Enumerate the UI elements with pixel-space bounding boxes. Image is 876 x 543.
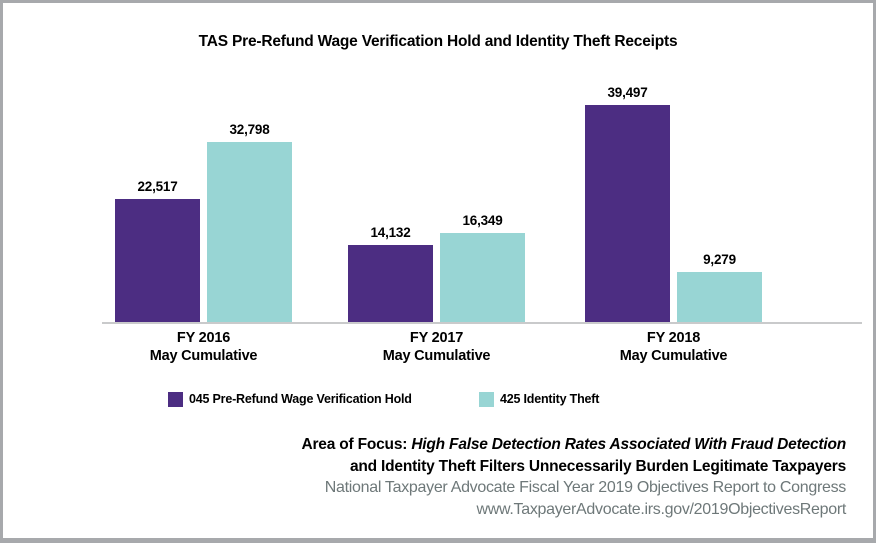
x-tick-year: FY 2018: [646, 330, 701, 346]
legend-item-identity-theft: 425 Identity Theft: [479, 391, 599, 407]
bar-value-label: 32,798: [229, 122, 270, 137]
x-tick-fy2016: FY 2016 May Cumulative: [124, 330, 284, 365]
bar-value-label: 22,517: [137, 179, 178, 194]
bar-value-label: 14,132: [370, 225, 411, 240]
legend-swatch-teal: [479, 391, 494, 407]
x-tick-sublabel: May Cumulative: [149, 347, 258, 364]
bar-identity-theft-fy2016: [207, 142, 292, 323]
chart-title: TAS Pre-Refund Wage Verification Hold an…: [198, 33, 678, 50]
source-report-line: National Taxpayer Advocate Fiscal Year 2…: [324, 479, 847, 496]
x-tick-sublabel: May Cumulative: [382, 347, 491, 364]
legend-swatch-purple: [168, 391, 183, 407]
x-tick-year: FY 2016: [176, 330, 231, 346]
bar-value-label: 16,349: [462, 213, 503, 228]
bar-value-label: 9,279: [703, 252, 736, 267]
x-tick-fy2018: FY 2018 May Cumulative: [594, 330, 754, 365]
x-axis-line: [102, 322, 862, 324]
legend-item-wage-hold: 045 Pre-Refund Wage Verification Hold: [168, 391, 412, 407]
source-url-line: www.TaxpayerAdvocate.irs.gov/2019Objecti…: [476, 501, 847, 518]
bar-identity-theft-fy2018: [677, 272, 762, 323]
legend-label: 045 Pre-Refund Wage Verification Hold: [189, 392, 412, 406]
footer-text-block: Area of Focus: High False Detection Rate…: [301, 434, 846, 521]
bar-wage-hold-fy2018: [585, 105, 670, 323]
area-of-focus-line1: Area of Focus: High False Detection Rate…: [301, 434, 846, 456]
bar-wage-hold-fy2017: [348, 245, 433, 323]
legend-label: 425 Identity Theft: [500, 392, 600, 406]
area-of-focus-italic1: High False Detection Rates Associated Wi…: [411, 436, 846, 453]
x-tick-fy2017: FY 2017 May Cumulative: [357, 330, 517, 365]
area-of-focus-line2: and Identity Theft Filters Unnecessarily…: [349, 457, 846, 475]
bar-wage-hold-fy2016: [115, 199, 200, 323]
bar-value-label: 39,497: [607, 85, 648, 100]
area-of-focus-prefix: Area of Focus:: [301, 436, 412, 453]
x-tick-sublabel: May Cumulative: [619, 347, 728, 364]
x-tick-year: FY 2017: [409, 330, 464, 346]
bar-identity-theft-fy2017: [440, 233, 525, 323]
